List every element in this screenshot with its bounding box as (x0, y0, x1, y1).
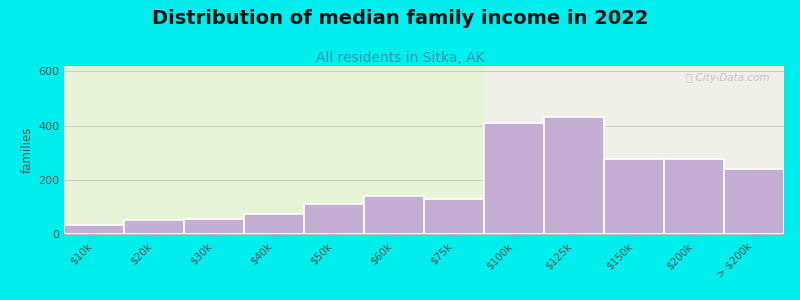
Text: ⓘ City-Data.com: ⓘ City-Data.com (686, 73, 770, 83)
Bar (484, 123, 544, 234)
Y-axis label: families: families (21, 127, 34, 173)
Bar (364, 196, 424, 234)
Bar (64, 66, 484, 234)
Bar (184, 219, 244, 234)
Bar (244, 214, 304, 234)
Bar (124, 220, 184, 234)
Text: All residents in Sitka, AK: All residents in Sitka, AK (316, 51, 484, 65)
Bar (304, 204, 364, 234)
Text: Distribution of median family income in 2022: Distribution of median family income in … (152, 9, 648, 28)
Bar (664, 160, 724, 234)
Bar (604, 160, 664, 234)
Bar (424, 199, 484, 234)
Bar (724, 169, 784, 234)
Bar (544, 118, 604, 234)
Bar (64, 224, 124, 234)
